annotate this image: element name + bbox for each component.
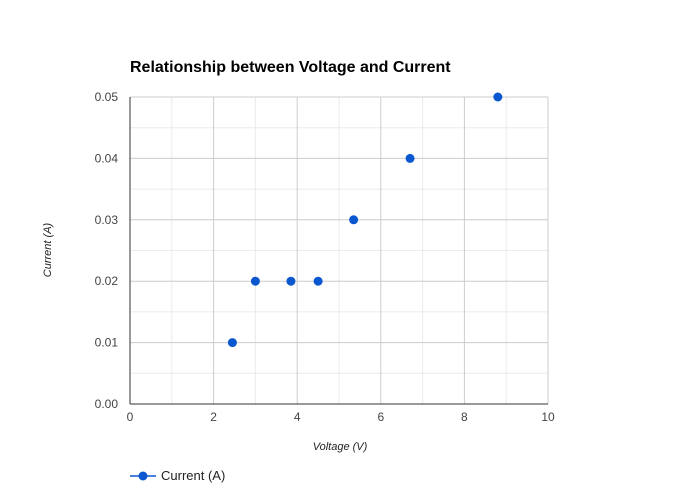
chart-title: Relationship between Voltage and Current	[130, 59, 451, 76]
legend[interactable]: Current (A)	[130, 468, 225, 483]
x-tick-label: 4	[294, 410, 301, 424]
series-points	[227, 92, 503, 348]
y-tick-label: 0.01	[95, 336, 119, 350]
data-point[interactable]	[405, 153, 415, 163]
data-point[interactable]	[313, 276, 323, 286]
data-point[interactable]	[349, 215, 359, 225]
y-tick-label: 0.04	[95, 151, 119, 165]
x-tick-label: 10	[541, 410, 555, 424]
data-point[interactable]	[493, 92, 503, 102]
x-tick-label: 6	[377, 410, 384, 424]
x-tick-label: 8	[461, 410, 468, 424]
y-axis-ticks: 0.00 0.01 0.02 0.03 0.04 0.05	[95, 90, 119, 411]
legend-label: Current (A)	[161, 468, 225, 483]
data-point[interactable]	[286, 276, 296, 286]
data-point[interactable]	[250, 276, 260, 286]
y-tick-label: 0.02	[95, 274, 119, 288]
axes	[129, 97, 548, 405]
x-tick-label: 0	[127, 410, 134, 424]
x-axis-title: Voltage (V)	[313, 441, 368, 453]
y-tick-label: 0.00	[95, 397, 119, 411]
x-tick-label: 2	[210, 410, 217, 424]
y-tick-label: 0.05	[95, 90, 119, 104]
data-point[interactable]	[227, 338, 237, 348]
gridlines	[130, 96, 549, 404]
y-axis-title: Current (A)	[42, 222, 54, 277]
y-tick-label: 0.03	[95, 213, 119, 227]
legend-marker	[138, 471, 148, 481]
x-axis-ticks: 0 2 4 6 8 10	[127, 410, 555, 424]
